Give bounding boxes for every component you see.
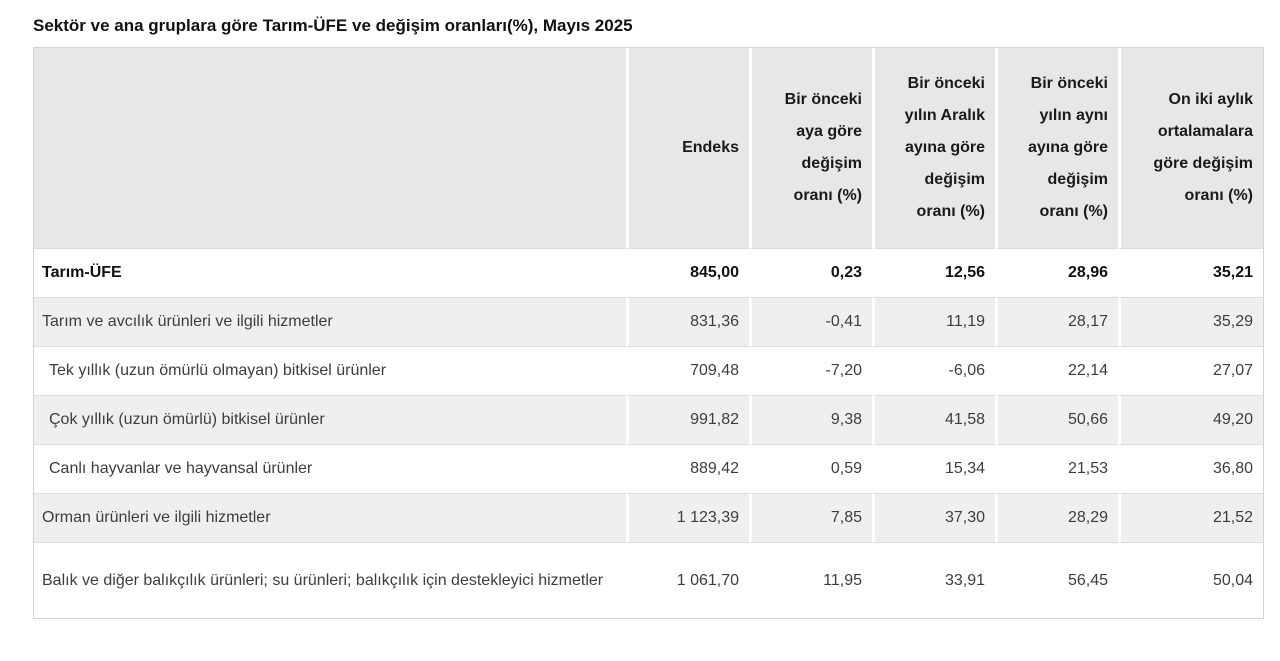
column-header-twelve-month-average-change: On iki aylık ortalamalara göre değişim o… (1118, 48, 1263, 248)
monthly-change-cell: -7,20 (749, 346, 872, 395)
since-december-cell: 41,58 (872, 395, 995, 444)
column-header-empty (34, 48, 626, 248)
year-over-year-cell: 22,14 (995, 346, 1118, 395)
table-row-tek-yillik: Tek yıllık (uzun ömürlü olmayan) bitkise… (34, 346, 1263, 395)
twelve-month-average-cell: 21,52 (1118, 493, 1263, 542)
monthly-change-cell: 9,38 (749, 395, 872, 444)
row-label: Tek yıllık (uzun ömürlü olmayan) bitkise… (34, 346, 626, 395)
header-row: Endeks Bir önceki aya göre değişim oranı… (34, 48, 1263, 248)
endeks-cell: 1 123,39 (626, 493, 749, 542)
monthly-change-cell: 0,23 (749, 248, 872, 297)
table-row-orman-urunleri: Orman ürünleri ve ilgili hizmetler 1 123… (34, 493, 1263, 542)
since-december-cell: 11,19 (872, 297, 995, 346)
endeks-cell: 1 061,70 (626, 542, 749, 618)
table-row-tarim-avcilik: Tarım ve avcılık ürünleri ve ilgili hizm… (34, 297, 1263, 346)
table-body: Tarım-ÜFE 845,00 0,23 12,56 28,96 35,21 … (34, 248, 1263, 618)
twelve-month-average-cell: 35,21 (1118, 248, 1263, 297)
row-label: Balık ve diğer balıkçılık ürünleri; su ü… (34, 542, 626, 618)
twelve-month-average-cell: 35,29 (1118, 297, 1263, 346)
row-label: Tarım-ÜFE (34, 248, 626, 297)
endeks-cell: 889,42 (626, 444, 749, 493)
year-over-year-cell: 28,17 (995, 297, 1118, 346)
endeks-cell: 709,48 (626, 346, 749, 395)
since-december-cell: 15,34 (872, 444, 995, 493)
twelve-month-average-cell: 36,80 (1118, 444, 1263, 493)
column-header-monthly-change: Bir önceki aya göre değişim oranı (%) (749, 48, 872, 248)
column-header-since-december-change: Bir önceki yılın Aralık ayına göre değiş… (872, 48, 995, 248)
row-label: Tarım ve avcılık ürünleri ve ilgili hizm… (34, 297, 626, 346)
year-over-year-cell: 50,66 (995, 395, 1118, 444)
tarim-ufe-table: Endeks Bir önceki aya göre değişim oranı… (33, 47, 1264, 619)
since-december-cell: 37,30 (872, 493, 995, 542)
twelve-month-average-cell: 49,20 (1118, 395, 1263, 444)
table-row-balik: Balık ve diğer balıkçılık ürünleri; su ü… (34, 542, 1263, 618)
since-december-cell: 12,56 (872, 248, 995, 297)
monthly-change-cell: 11,95 (749, 542, 872, 618)
table-row-tarim-ufe: Tarım-ÜFE 845,00 0,23 12,56 28,96 35,21 (34, 248, 1263, 297)
column-header-year-over-year-change: Bir önceki yılın aynı ayına göre değişim… (995, 48, 1118, 248)
monthly-change-cell: 0,59 (749, 444, 872, 493)
endeks-cell: 845,00 (626, 248, 749, 297)
year-over-year-cell: 28,29 (995, 493, 1118, 542)
row-label: Canlı hayvanlar ve hayvansal ürünler (34, 444, 626, 493)
page-title: Sektör ve ana gruplara göre Tarım-ÜFE ve… (33, 16, 633, 35)
monthly-change-cell: -0,41 (749, 297, 872, 346)
monthly-change-cell: 7,85 (749, 493, 872, 542)
table-header: Endeks Bir önceki aya göre değişim oranı… (34, 48, 1263, 248)
year-over-year-cell: 56,45 (995, 542, 1118, 618)
year-over-year-cell: 21,53 (995, 444, 1118, 493)
table-row-cok-yillik: Çok yıllık (uzun ömürlü) bitkisel ürünle… (34, 395, 1263, 444)
since-december-cell: 33,91 (872, 542, 995, 618)
endeks-cell: 831,36 (626, 297, 749, 346)
table-row-canli-hayvanlar: Canlı hayvanlar ve hayvansal ürünler 889… (34, 444, 1263, 493)
column-header-endeks: Endeks (626, 48, 749, 248)
endeks-cell: 991,82 (626, 395, 749, 444)
twelve-month-average-cell: 27,07 (1118, 346, 1263, 395)
row-label: Orman ürünleri ve ilgili hizmetler (34, 493, 626, 542)
twelve-month-average-cell: 50,04 (1118, 542, 1263, 618)
since-december-cell: -6,06 (872, 346, 995, 395)
row-label: Çok yıllık (uzun ömürlü) bitkisel ürünle… (34, 395, 626, 444)
year-over-year-cell: 28,96 (995, 248, 1118, 297)
